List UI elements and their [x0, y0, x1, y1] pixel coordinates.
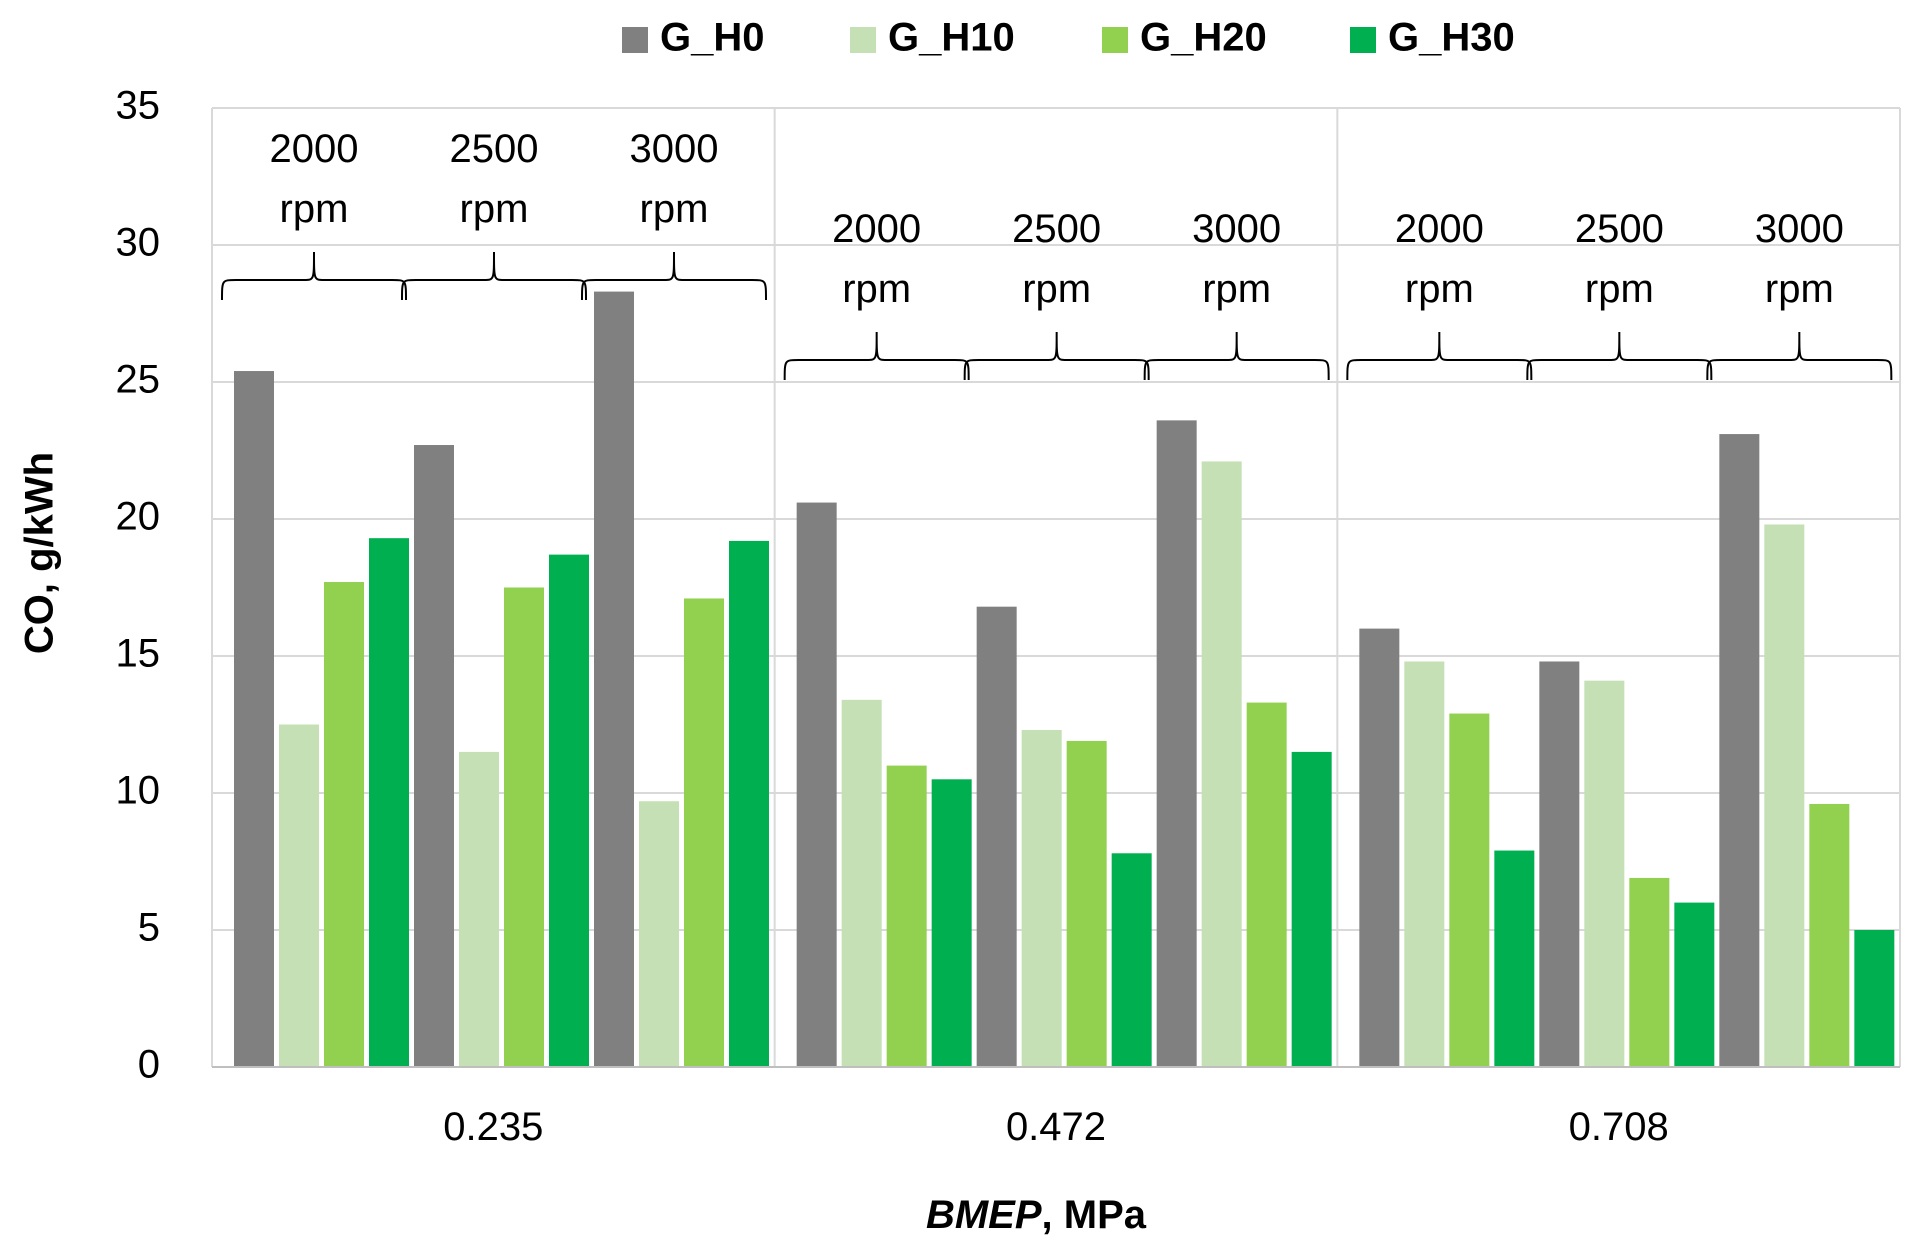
y-tick-label: 10: [116, 769, 161, 813]
bar-G_H30-0.472-3000: [1291, 751, 1332, 1067]
bar-G_H30-0.708-2500: [1674, 902, 1715, 1067]
speed-label-unit: rpm: [280, 187, 349, 231]
x-axis-title-italic: BMEP: [926, 1193, 1042, 1237]
bar-G_H10-0.708-2500: [1584, 680, 1625, 1067]
bar-G_H10-0.235-3000: [639, 801, 679, 1067]
brace-0.472-2000: [783, 331, 970, 381]
brace-0.235-3000: [581, 251, 767, 301]
bar-G_H0-0.235-2500: [414, 445, 454, 1067]
bar-G_H30-0.708-2000: [1494, 850, 1535, 1067]
legend: G_H0 G_H10 G_H20 G_H30: [622, 16, 1515, 60]
y-axis-title: CO, g/kWh: [18, 452, 62, 654]
speed-label-value: 2500: [1575, 207, 1664, 251]
bar-G_H0-0.708-3000: [1719, 434, 1760, 1067]
brace-0.708-3000: [1706, 331, 1893, 381]
brace-0.235-2500: [401, 251, 587, 301]
axes: 0 5 10 15 20 25 30 35 0.235 0.472 0.708: [116, 84, 1900, 1149]
bar-G_H0-0.235-3000: [594, 291, 634, 1068]
y-tick-label: 20: [116, 495, 161, 539]
bars: [234, 291, 1895, 1068]
x-group-label: 0.235: [443, 1105, 543, 1149]
bar-G_H20-0.708-3000: [1809, 803, 1850, 1067]
brace-0.472-3000: [1143, 331, 1330, 381]
legend-swatch-G_H0: [622, 27, 648, 53]
bar-G_H10-0.472-2500: [1021, 729, 1062, 1067]
bar-G_H10-0.472-3000: [1201, 461, 1242, 1068]
y-tick-label: 15: [116, 632, 161, 676]
bar-G_H10-0.472-2000: [841, 699, 882, 1067]
legend-label-G_H10: G_H10: [888, 16, 1015, 60]
y-tick-label: 25: [116, 358, 161, 402]
bar-G_H20-0.235-2500: [504, 587, 544, 1067]
bar-G_H30-0.235-3000: [729, 540, 769, 1067]
bar-G_H10-0.235-2500: [459, 751, 499, 1067]
bar-G_H20-0.235-2000: [324, 582, 364, 1067]
speed-label-value: 2000: [832, 207, 921, 251]
speed-label-unit: rpm: [1202, 267, 1271, 311]
brace-0.708-2500: [1526, 331, 1713, 381]
brace-0.472-2500: [963, 331, 1150, 381]
bar-G_H30-0.472-2500: [1111, 853, 1152, 1067]
x-group-label: 0.708: [1569, 1105, 1669, 1149]
legend-label-G_H0: G_H0: [660, 16, 765, 60]
legend-swatch-G_H20: [1102, 27, 1128, 53]
bar-G_H30-0.235-2500: [549, 554, 589, 1067]
bar-G_H10-0.708-3000: [1764, 524, 1805, 1067]
bar-G_H30-0.235-2000: [369, 538, 409, 1067]
x-axis-title: BMEP, MPa: [926, 1193, 1147, 1237]
speed-label-value: 2500: [1012, 207, 1101, 251]
bar-G_H20-0.708-2000: [1449, 713, 1490, 1067]
bar-G_H20-0.472-2000: [886, 765, 927, 1067]
bar-G_H0-0.708-2000: [1359, 628, 1400, 1067]
bar-G_H0-0.472-2500: [976, 606, 1017, 1067]
bar-G_H0-0.472-2000: [796, 502, 837, 1067]
bar-G_H20-0.708-2500: [1629, 877, 1670, 1067]
speed-braces: 2000 rpm 2500 rpm 3000 rpm 2000 rpm 2500 rpm 3000 r…: [221, 127, 1893, 381]
brace-0.708-2000: [1346, 331, 1533, 381]
bar-G_H20-0.472-2500: [1066, 740, 1107, 1067]
speed-label-unit: rpm: [1765, 267, 1834, 311]
y-tick-label: 30: [116, 221, 161, 265]
y-tick-label: 35: [116, 84, 161, 128]
speed-label-unit: rpm: [1405, 267, 1474, 311]
bar-G_H10-0.708-2000: [1404, 661, 1445, 1067]
legend-swatch-G_H10: [850, 27, 876, 53]
bar-G_H30-0.708-3000: [1854, 930, 1895, 1067]
speed-label-value: 2500: [450, 127, 539, 171]
speed-label-value: 3000: [1755, 207, 1844, 251]
bar-G_H20-0.472-3000: [1246, 702, 1287, 1067]
bar-G_H0-0.708-2500: [1539, 661, 1580, 1067]
legend-label-G_H20: G_H20: [1140, 16, 1267, 60]
bar-G_H30-0.472-2000: [931, 779, 972, 1067]
y-tick-label: 0: [138, 1043, 160, 1087]
speed-label-value: 3000: [630, 127, 719, 171]
bar-G_H20-0.235-3000: [684, 598, 724, 1067]
legend-swatch-G_H30: [1350, 27, 1376, 53]
x-group-label: 0.472: [1006, 1105, 1106, 1149]
brace-0.235-2000: [221, 251, 407, 301]
speed-label-value: 3000: [1192, 207, 1281, 251]
bar-G_H0-0.472-3000: [1156, 420, 1197, 1067]
speed-label-unit: rpm: [1585, 267, 1654, 311]
y-tick-label: 5: [138, 906, 160, 950]
x-axis-title-unit: , MPa: [1042, 1193, 1147, 1237]
speed-label-unit: rpm: [842, 267, 911, 311]
bar-G_H0-0.235-2000: [234, 371, 274, 1067]
speed-label-unit: rpm: [640, 187, 709, 231]
speed-label-unit: rpm: [460, 187, 529, 231]
legend-label-G_H30: G_H30: [1388, 16, 1515, 60]
speed-label-value: 2000: [1395, 207, 1484, 251]
bar-G_H10-0.235-2000: [279, 724, 319, 1067]
speed-label-unit: rpm: [1022, 267, 1091, 311]
speed-label-value: 2000: [270, 127, 359, 171]
